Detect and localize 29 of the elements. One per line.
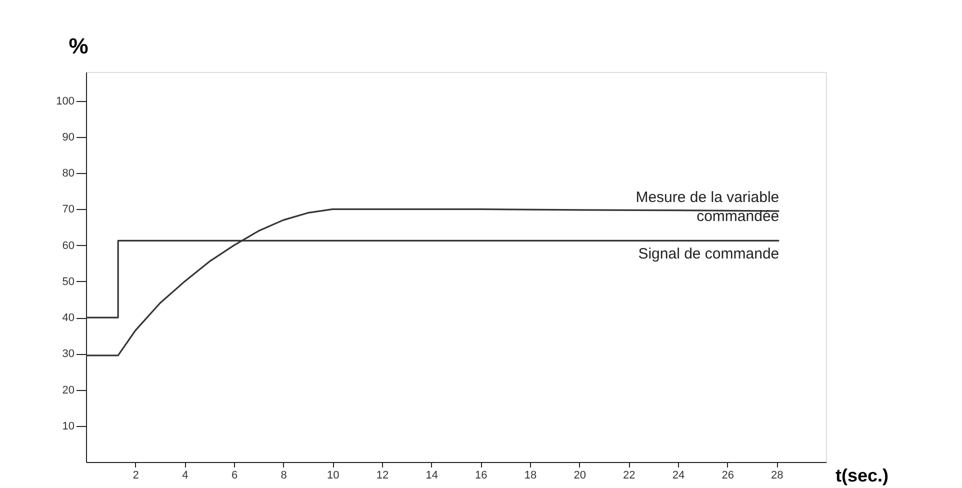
x-tick-label: 8 [280, 470, 287, 482]
y-tick-label: 40 [62, 312, 74, 324]
x-tick-label: 14 [426, 470, 438, 482]
x-axis-title: t(sec.) [835, 466, 889, 486]
x-tick-label: 20 [574, 470, 586, 482]
x-tick-label: 10 [327, 470, 340, 482]
y-tick-label: 10 [62, 420, 74, 432]
line-series [85, 208, 780, 356]
x-tick-label: 4 [182, 470, 188, 482]
x-tick-label: 26 [722, 470, 734, 482]
x-tick-label: 2 [132, 470, 139, 482]
y-tick-label: 50 [62, 276, 74, 288]
y-tick-label: 70 [62, 204, 74, 216]
x-tick-label: 28 [771, 470, 784, 482]
x-tick-label: 18 [524, 470, 537, 482]
y-tick-label: 90 [62, 132, 74, 144]
x-tick-label: 24 [672, 470, 685, 482]
x-tick-label: 16 [475, 470, 488, 482]
y-tick-label: 30 [62, 348, 74, 360]
x-tick-label: 6 [231, 470, 238, 482]
y-tick-label: 20 [62, 384, 74, 396]
y-tick-label: 60 [62, 240, 74, 252]
x-tick-label: 22 [623, 470, 636, 482]
annotation: Signal de commande [638, 246, 780, 263]
y-tick-label: 80 [62, 168, 74, 180]
y-tick-label: 100 [56, 95, 74, 108]
y-axis-title: % [68, 34, 88, 58]
x-tick-label: 12 [376, 470, 389, 482]
annotation: Mesure de la variable commandée [636, 189, 780, 226]
